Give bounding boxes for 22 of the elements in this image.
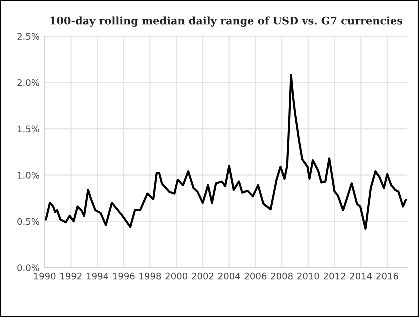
y-tick-label: 1.5% xyxy=(18,126,40,133)
x-tick-label: 1990 xyxy=(34,272,56,280)
x-tick-label: 2016 xyxy=(376,272,398,280)
y-tick-label: 2.5% xyxy=(18,33,40,40)
x-tick-label: 2010 xyxy=(298,272,320,280)
x-tick-label: 1996 xyxy=(113,272,135,280)
y-tick-label: 2.0% xyxy=(18,79,40,86)
x-tick-label: 2014 xyxy=(350,272,372,280)
y-tick-label: 1.0% xyxy=(18,172,40,179)
x-tick-label: 2004 xyxy=(218,272,240,280)
chart-title: 100-day rolling median daily range of USD vs. G7 currencies xyxy=(50,16,403,27)
y-tick-label: 0.5% xyxy=(18,218,40,226)
line-series xyxy=(44,74,407,230)
x-tick-label: 2002 xyxy=(192,272,214,280)
x-tick-label: 1994 xyxy=(87,272,109,280)
y-tick-label: 0.0% xyxy=(18,264,40,272)
x-tick-label: 2008 xyxy=(271,272,293,280)
x-tick-label: 2006 xyxy=(244,272,267,280)
x-tick-label: 1998 xyxy=(140,272,162,280)
x-tick-label: 2000 xyxy=(166,272,188,280)
x-tick-label: 1992 xyxy=(60,272,82,280)
x-tick-label: 2012 xyxy=(324,272,346,280)
